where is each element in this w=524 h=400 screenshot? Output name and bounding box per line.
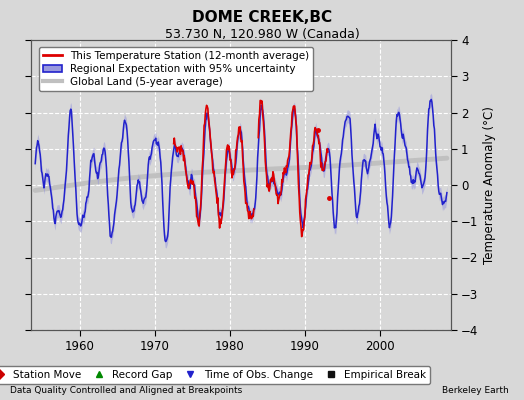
Text: DOME CREEK,BC: DOME CREEK,BC bbox=[192, 10, 332, 25]
Y-axis label: Temperature Anomaly (°C): Temperature Anomaly (°C) bbox=[483, 106, 496, 264]
Text: 53.730 N, 120.980 W (Canada): 53.730 N, 120.980 W (Canada) bbox=[165, 28, 359, 41]
Legend: Station Move, Record Gap, Time of Obs. Change, Empirical Break: Station Move, Record Gap, Time of Obs. C… bbox=[0, 366, 430, 384]
Text: Data Quality Controlled and Aligned at Breakpoints: Data Quality Controlled and Aligned at B… bbox=[10, 386, 243, 395]
Text: Berkeley Earth: Berkeley Earth bbox=[442, 386, 508, 395]
